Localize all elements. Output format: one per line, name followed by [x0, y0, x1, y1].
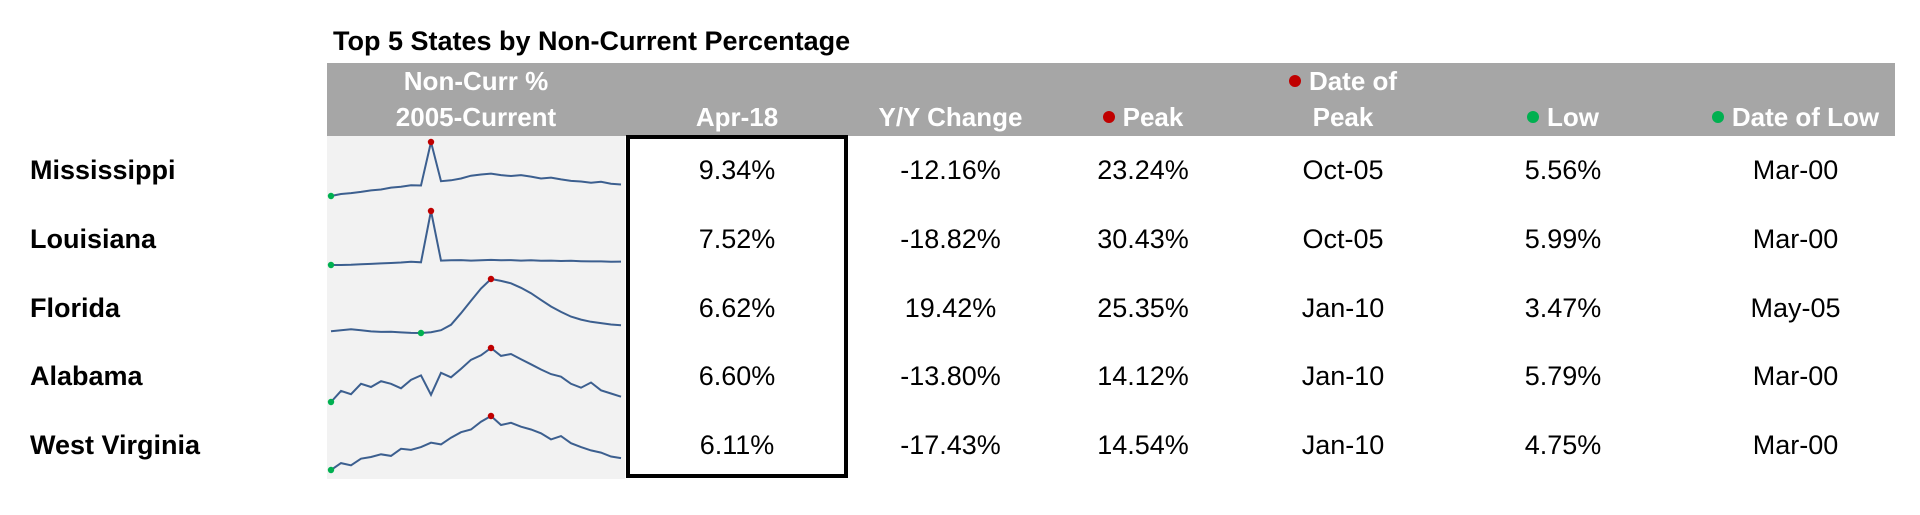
- sparkline-series: [330, 346, 622, 403]
- header-yy-label: Y/Y Change: [878, 102, 1023, 132]
- cell-peak-date: Oct-05: [1302, 223, 1384, 254]
- sparkline-low-point: [417, 329, 425, 337]
- header-yy-change: Y/Y Change: [848, 63, 1053, 136]
- header-peak-date: Date of Peak: [1233, 63, 1453, 136]
- sparkline-chart: [327, 413, 622, 474]
- cell-yy: -12.16%: [900, 155, 1001, 186]
- sparkline-low-point: [327, 261, 335, 268]
- cell-low: 3.47%: [1524, 292, 1602, 323]
- cell-yy: -17.43%: [900, 429, 1001, 460]
- cell-low: 5.79%: [1524, 361, 1602, 392]
- cell-peak: 30.43%: [1097, 223, 1189, 254]
- sparkline-peak-point: [487, 275, 495, 283]
- sparkline-series: [331, 210, 622, 266]
- cell-current: 6.60%: [698, 361, 776, 392]
- cell-peak-date: Jan-10: [1301, 361, 1385, 392]
- low-marker-icon: [1527, 111, 1539, 123]
- cell-low-date: Mar-00: [1752, 155, 1839, 186]
- header-low-date: Date of Low: [1673, 63, 1918, 136]
- header-peak-label: Peak: [1122, 102, 1184, 132]
- sparkline-chart: [327, 138, 622, 200]
- state-name: West Virginia: [30, 429, 201, 460]
- state-name: Alabama: [30, 361, 143, 392]
- header-peak-date-line2: Peak: [1312, 102, 1374, 132]
- cell-low-date: May-05: [1750, 292, 1841, 323]
- sparkline-chart: [330, 275, 622, 337]
- sparkline-peak-point: [487, 344, 495, 351]
- cell-low: 5.56%: [1524, 155, 1602, 186]
- header-sparkline-line2: 2005-Current: [395, 102, 557, 132]
- header-current: Apr-18: [628, 63, 846, 136]
- sparkline-series: [330, 141, 622, 197]
- cell-yy: -13.80%: [900, 361, 1001, 392]
- cell-current: 6.62%: [698, 292, 776, 323]
- cell-peak-date: Jan-10: [1301, 429, 1385, 460]
- cell-low-date: Mar-00: [1752, 429, 1839, 460]
- header-peak-date-line1: Date of: [1308, 66, 1398, 96]
- cell-peak: 23.24%: [1097, 155, 1189, 186]
- sparkline-peak-point: [487, 413, 495, 420]
- cell-low: 5.99%: [1524, 223, 1602, 254]
- header-sparkline-line1: Non-Curr %: [403, 66, 549, 96]
- cell-current: 9.34%: [698, 155, 776, 186]
- sparkline-column-background: [327, 136, 625, 479]
- sparkline-chart: [327, 207, 622, 268]
- header-current-label: Apr-18: [695, 102, 779, 132]
- current-column-highlight: [626, 135, 848, 478]
- cell-peak: 25.35%: [1097, 292, 1189, 323]
- page-title: Top 5 States by Non-Current Percentage: [333, 26, 851, 56]
- peak-date-marker-icon: [1288, 75, 1301, 87]
- cell-low-date: Mar-00: [1752, 223, 1839, 254]
- cell-yy: 19.42%: [904, 292, 997, 323]
- cell-current: 6.11%: [699, 429, 775, 460]
- cell-low: 4.75%: [1524, 429, 1602, 460]
- table-header-band: [327, 63, 1895, 136]
- cell-peak-date: Oct-05: [1302, 155, 1384, 186]
- cell-peak: 14.12%: [1097, 361, 1189, 392]
- sparkline-series: [330, 278, 622, 335]
- state-name: Louisiana: [30, 223, 157, 254]
- cell-peak-date: Jan-10: [1301, 292, 1385, 323]
- cell-low-date: Mar-00: [1752, 361, 1839, 392]
- sparkline-peak-point: [427, 207, 435, 214]
- sparkline-low-point: [327, 398, 335, 405]
- peak-marker-icon: [1102, 111, 1115, 123]
- sparkline-peak-point: [427, 138, 435, 146]
- sparkline-series: [330, 415, 622, 472]
- header-peak: Peak: [1053, 63, 1233, 136]
- header-low-label: Low: [1547, 102, 1599, 132]
- cell-peak: 14.54%: [1097, 429, 1189, 460]
- cell-yy: -18.82%: [900, 223, 1001, 254]
- state-name: Florida: [30, 292, 121, 323]
- cell-current: 7.52%: [698, 223, 776, 254]
- header-low-date-label: Date of Low: [1731, 102, 1880, 132]
- sparkline-low-point: [327, 192, 335, 200]
- sparkline-chart: [327, 344, 622, 405]
- sparkline-low-point: [327, 467, 335, 474]
- header-sparkline: Non-Curr % 2005-Current: [327, 63, 625, 136]
- header-low: Low: [1453, 63, 1673, 136]
- low-date-marker-icon: [1711, 111, 1724, 123]
- state-name: Mississippi: [30, 155, 176, 186]
